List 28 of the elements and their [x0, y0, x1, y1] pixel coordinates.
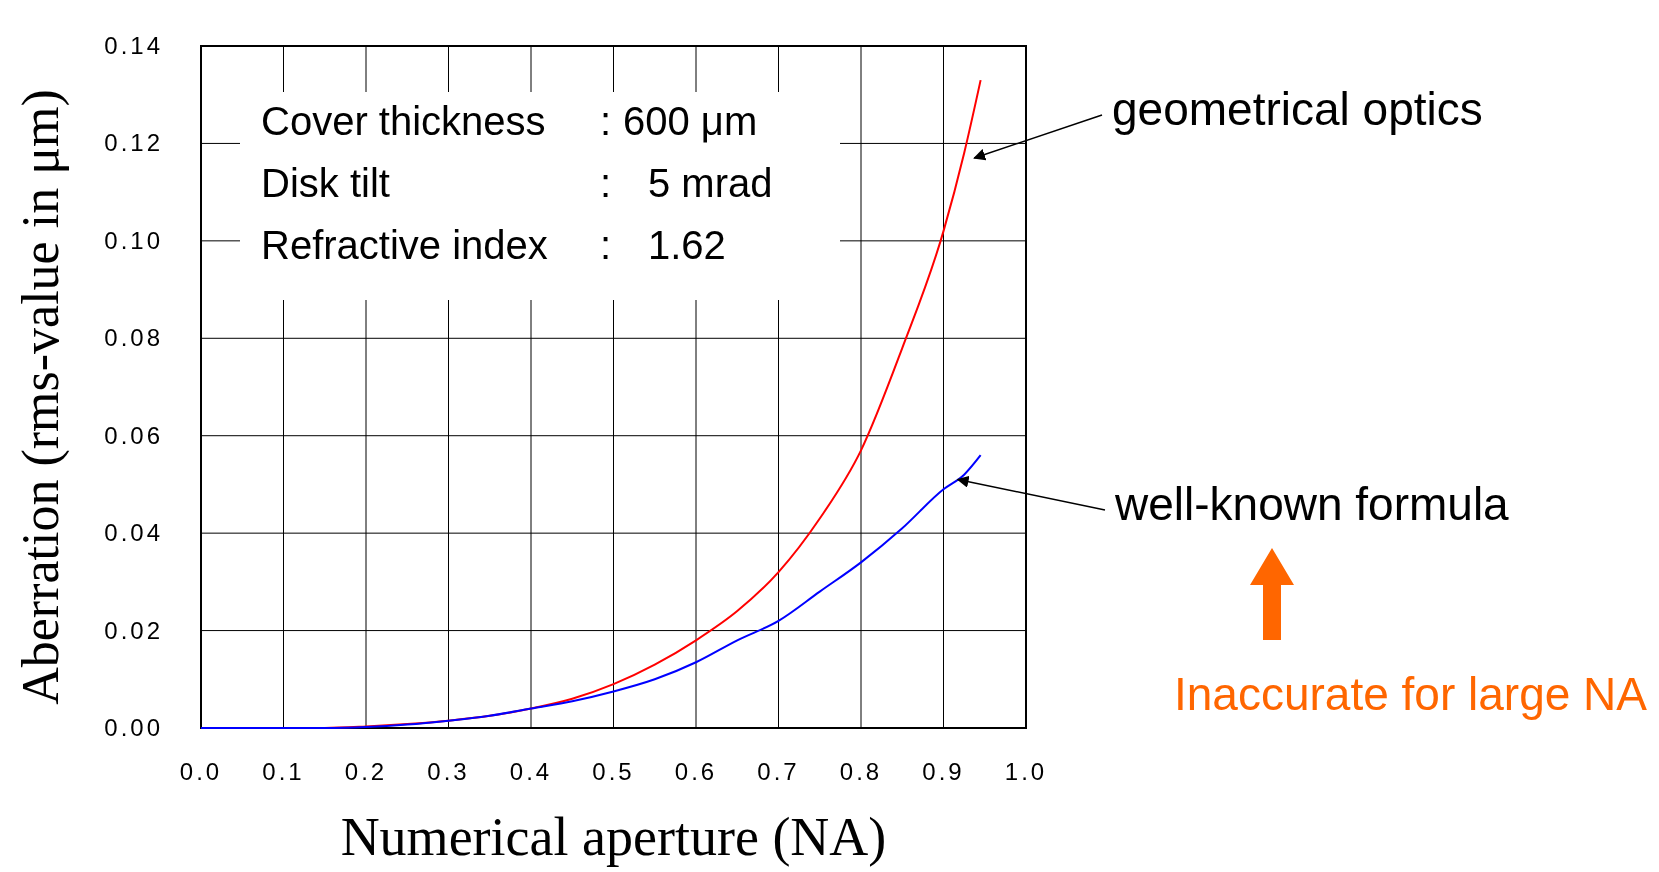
- text: Cover thickness : 600 μm: [261, 99, 758, 143]
- text: Inaccurate for large NA: [1173, 668, 1648, 720]
- text: Refractive index : 1.62: [261, 223, 726, 267]
- line-series: [200, 454, 982, 729]
- text: Disk tilt : 5 mrad: [261, 161, 773, 205]
- y-tick-label: 0.04: [104, 519, 163, 547]
- y-tick-label: 0.12: [104, 129, 163, 157]
- y-tick-label: 0.06: [104, 421, 163, 449]
- annotation: well-known formula: [1114, 478, 1510, 530]
- x-tick-label: 0.9: [922, 758, 965, 785]
- x-tick-label: 0.3: [427, 758, 470, 785]
- x-tick-label: 0.2: [344, 758, 388, 785]
- x-tick-label: 0.7: [757, 758, 800, 785]
- y-tick-label: 0.08: [104, 324, 163, 352]
- y-axis-title: Aberration (rms-value in μm): [12, 89, 70, 705]
- y-tick-label: 0.14: [104, 32, 163, 59]
- x-tick-label: 1.0: [1004, 758, 1048, 785]
- x-axis-title: Numerical aperture (NA): [340, 807, 887, 867]
- y-tick-label: 0.10: [104, 226, 163, 254]
- x-tick-label: 0.6: [674, 758, 718, 785]
- x-tick-label: 0.8: [839, 758, 883, 785]
- annotation: geometrical optics: [1112, 83, 1483, 135]
- x-tick-label: 0.5: [592, 758, 635, 785]
- x-tick-label: 0.0: [179, 758, 223, 785]
- y-tick-label: 0.00: [104, 714, 163, 741]
- x-tick-label: 0.4: [509, 758, 553, 785]
- x-tick-label: 0.1: [262, 758, 305, 785]
- y-tick-label: 0.02: [104, 616, 163, 644]
